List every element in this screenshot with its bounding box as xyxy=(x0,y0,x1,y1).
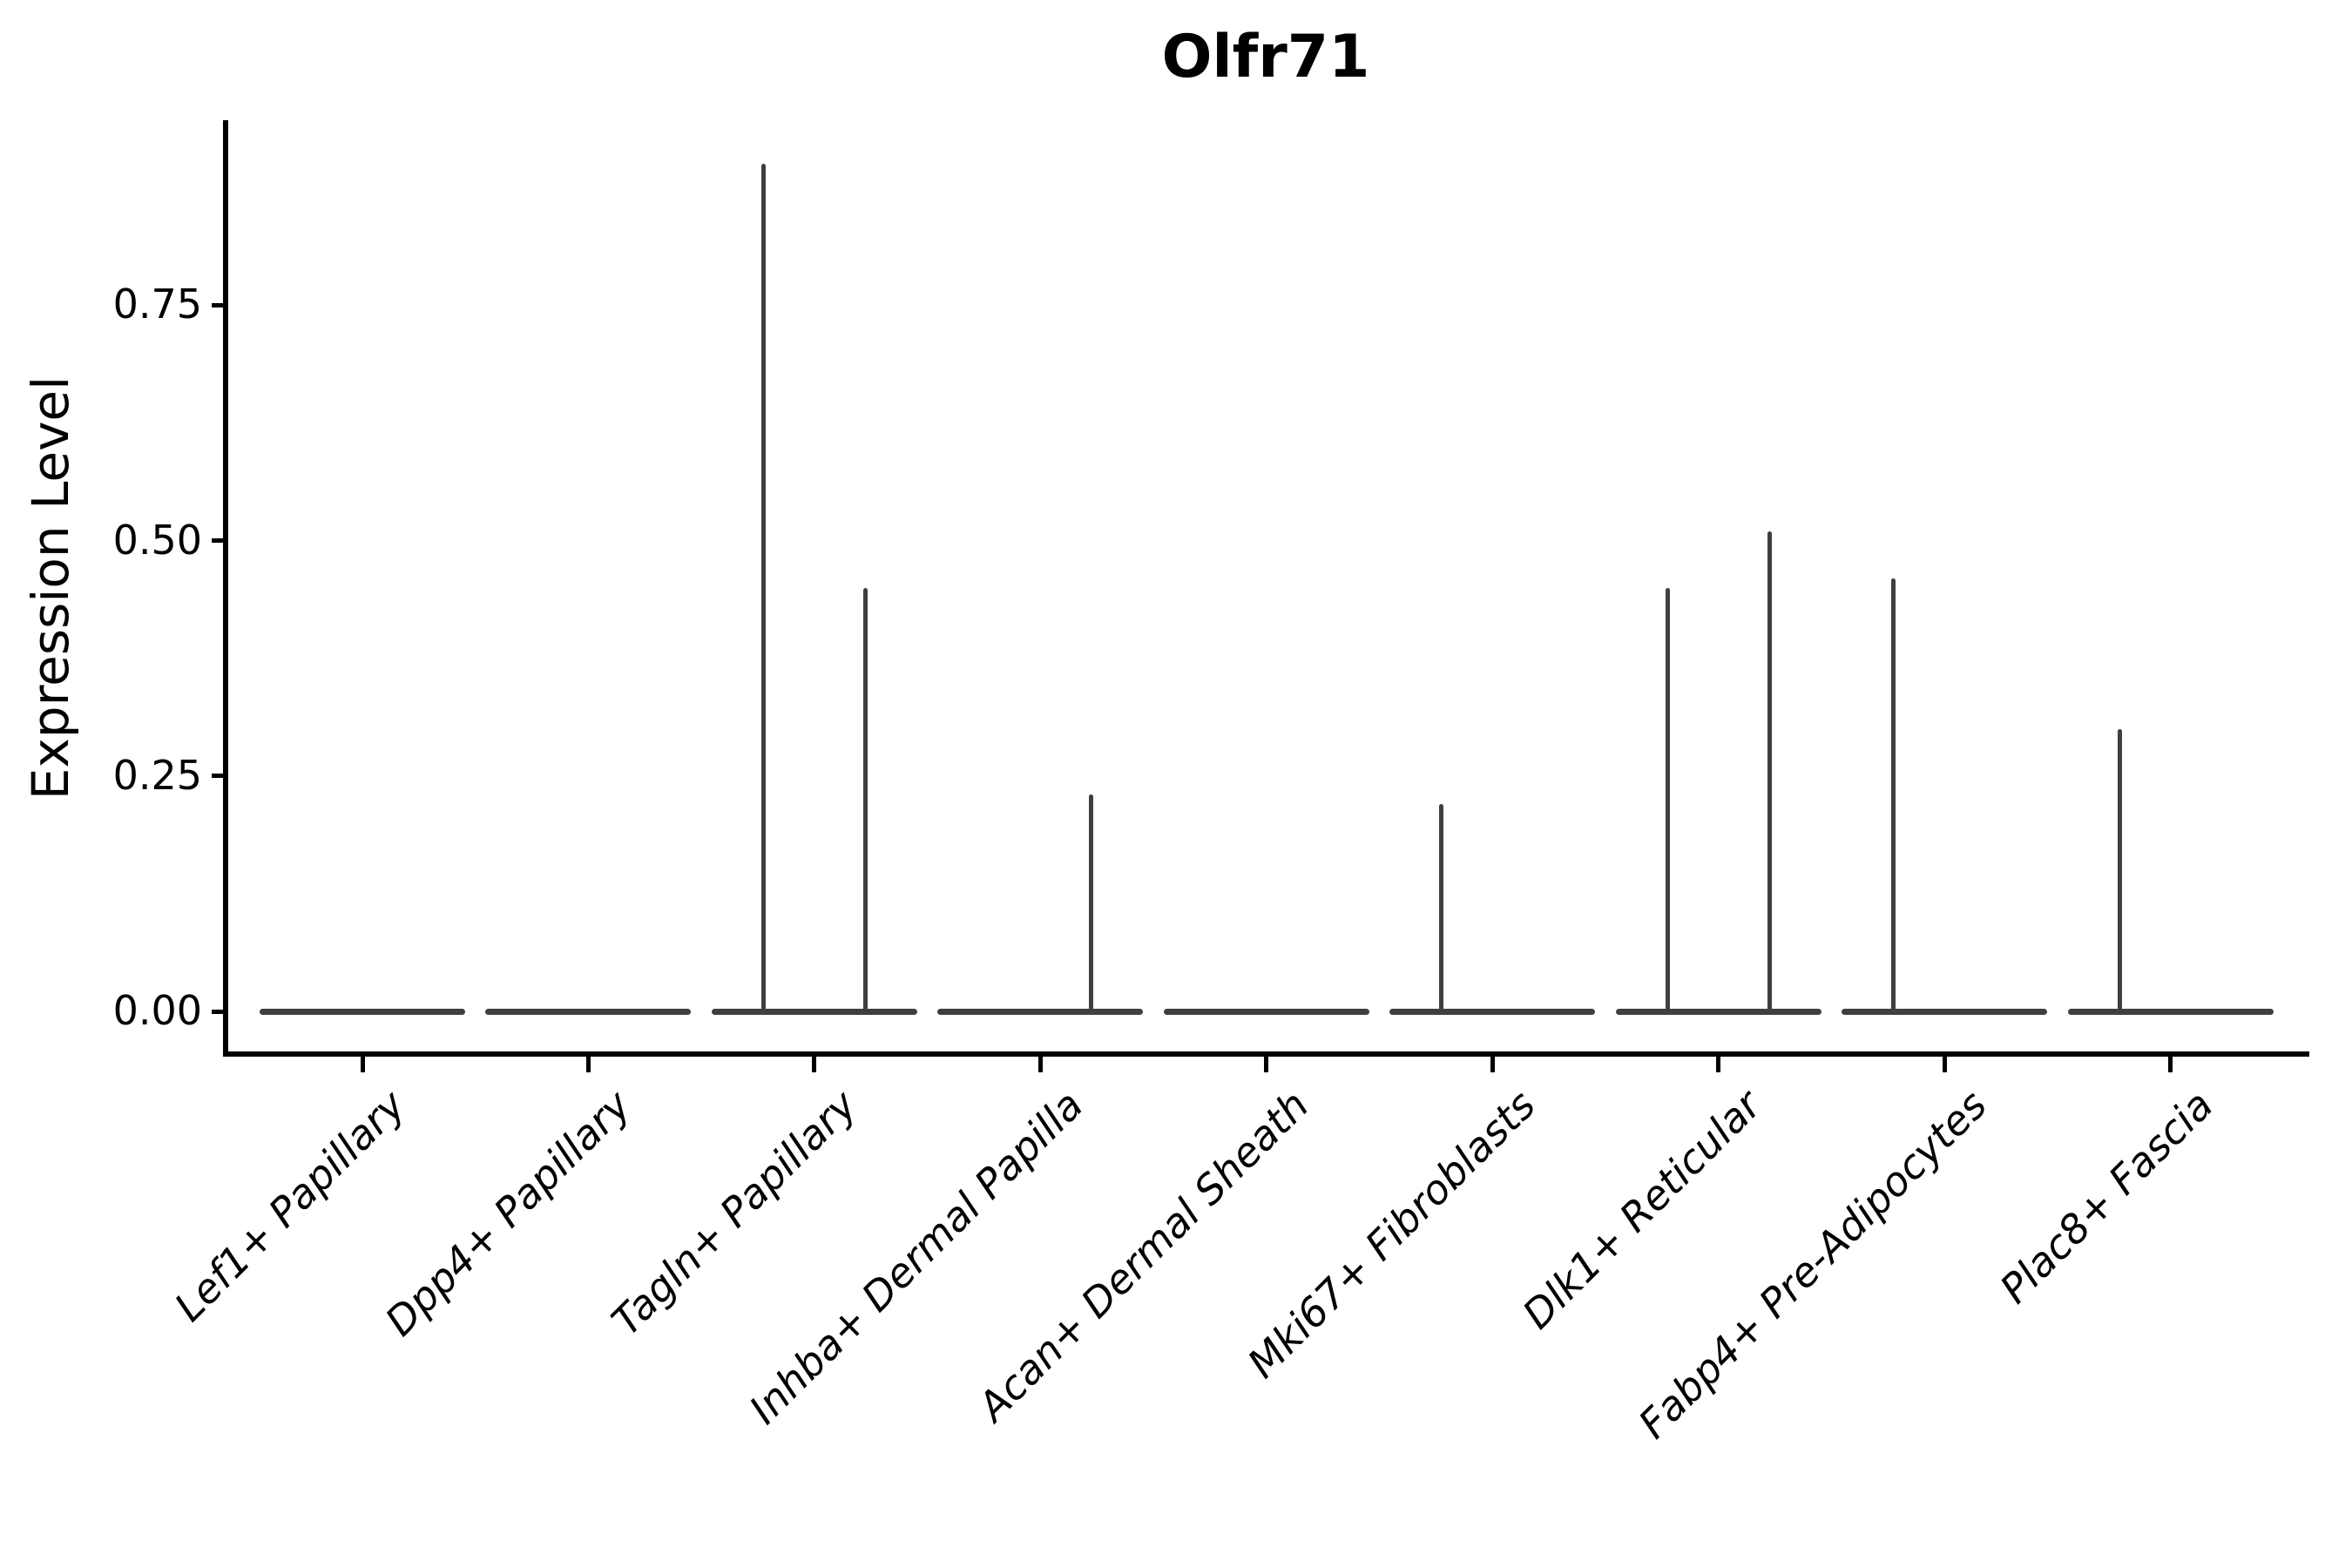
violin-baseline xyxy=(1389,1008,1596,1015)
y-tick-mark xyxy=(212,538,226,543)
violin-baseline xyxy=(1615,1008,1821,1015)
y-tick-label: 0.50 xyxy=(112,516,202,564)
violin-spike xyxy=(1439,804,1444,1015)
x-axis-line xyxy=(223,1051,2309,1057)
y-tick-label: 0.00 xyxy=(112,987,202,1035)
x-tick-mark xyxy=(1037,1057,1043,1072)
y-tick-label: 0.75 xyxy=(112,280,202,328)
violin-spike xyxy=(1665,587,1670,1015)
x-tick-mark xyxy=(1942,1057,1947,1072)
violin-baseline xyxy=(937,1008,1144,1015)
violin-spike xyxy=(760,164,766,1015)
violin-baseline xyxy=(711,1008,917,1015)
x-tick-label: Lef1+ Papillary xyxy=(165,1081,415,1331)
x-tick-label: Tagln+ Papillary xyxy=(602,1081,867,1345)
plot-title: Olfr71 xyxy=(1161,23,1370,91)
x-tick-label: Dpp4+ Papillary xyxy=(376,1081,640,1345)
violin-baseline xyxy=(1842,1008,2048,1015)
y-tick-mark xyxy=(212,302,226,308)
x-tick-mark xyxy=(812,1057,817,1072)
violin-baseline xyxy=(2067,1008,2274,1015)
x-tick-mark xyxy=(2168,1057,2173,1072)
violin-baseline xyxy=(260,1008,465,1015)
y-axis-line xyxy=(223,120,228,1057)
x-tick-mark xyxy=(1716,1057,1721,1072)
y-tick-mark xyxy=(212,1009,226,1014)
violin-spike xyxy=(2117,728,2122,1015)
violin-spike xyxy=(862,587,868,1015)
x-tick-label: Dlk1+ Reticular xyxy=(1513,1081,1770,1338)
violin-spike xyxy=(1891,578,1896,1015)
x-tick-mark xyxy=(1490,1057,1495,1072)
y-tick-mark xyxy=(212,774,226,779)
y-tick-label: 0.25 xyxy=(112,751,202,799)
violin-baseline xyxy=(1163,1008,1369,1015)
x-tick-label: Plac8+ Fascia xyxy=(1990,1081,2222,1313)
violin-spike xyxy=(1767,531,1772,1015)
x-tick-mark xyxy=(360,1057,365,1072)
x-tick-mark xyxy=(1264,1057,1269,1072)
violin-spike xyxy=(1089,794,1094,1015)
y-axis-title: Expression Level xyxy=(21,375,80,801)
violin-baseline xyxy=(485,1008,692,1015)
x-tick-mark xyxy=(585,1057,591,1072)
